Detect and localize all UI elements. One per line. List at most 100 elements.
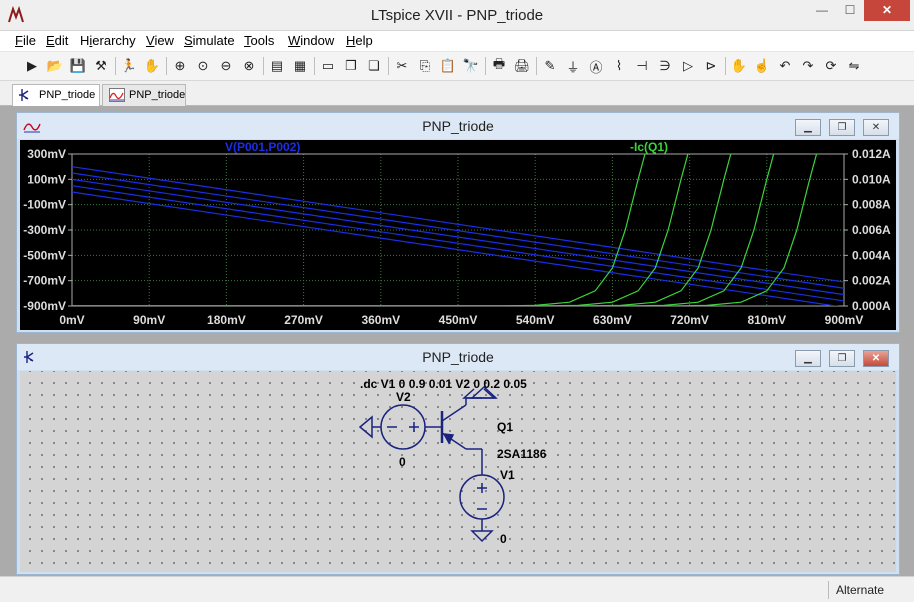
grid-icon[interactable]: ▦ [293, 58, 307, 73]
new-schematic-icon[interactable]: ▶ [27, 58, 37, 73]
copy-icon[interactable]: ⎘ [419, 58, 431, 73]
q1-label[interactable]: Q1 [497, 420, 513, 434]
halt-icon[interactable]: ✋ [143, 58, 161, 73]
status-text: Alternate [835, 583, 884, 597]
menu-help[interactable]: Help [346, 33, 373, 48]
toolbar-separator [485, 57, 486, 75]
mirror-icon[interactable]: ⇋ [848, 58, 860, 73]
right-tick-label: 0.010A [852, 172, 891, 186]
control-panel-icon[interactable]: ⚒ [95, 58, 107, 73]
undo-icon[interactable]: ↶ [779, 58, 791, 73]
menu-tools[interactable]: Tools [244, 33, 275, 48]
voltage-trace [72, 185, 844, 302]
waveform-chart: 0mV 90mV 180mV 270mV 360mV 450mV 540mV 630mV 720… [23, 140, 891, 327]
waveform-window-title-bar[interactable]: PNP_triode ▁ ❐ ✕ [17, 113, 899, 139]
schematic-icon [19, 89, 29, 101]
ground-symbol-collector[interactable] [462, 385, 498, 399]
transistor-q1[interactable] [440, 398, 467, 450]
voltage-trace [72, 166, 844, 283]
left-tick-label: -700mV [23, 274, 66, 288]
run-icon[interactable]: 🏃 [120, 58, 138, 73]
capacitor-icon[interactable]: ⊣ [636, 58, 648, 73]
menu-view[interactable]: View [146, 33, 174, 48]
open-icon[interactable]: 📂 [46, 58, 64, 73]
ltspice-logo-icon [8, 6, 24, 23]
waveform-window: PNP_triode ▁ ❐ ✕ 0mV 90mV 180mV 270mV 360mV 4… [16, 112, 900, 333]
schematic-window-title-bar[interactable]: PNP_triode ▁ ❐ ✕ [17, 344, 899, 370]
x-tick-label: 180mV [207, 313, 246, 327]
schematic-minimize-button[interactable]: ▁ [795, 350, 821, 367]
left-tick-label: -300mV [23, 223, 66, 237]
current-trace [72, 154, 646, 306]
menu-window[interactable]: Window [288, 33, 335, 48]
voltage-source-v2[interactable] [380, 404, 426, 450]
ground-symbol-v2[interactable] [358, 415, 381, 439]
print-setup-icon[interactable]: 🖶 [492, 56, 506, 71]
waveform-restore-button[interactable]: ❐ [829, 119, 855, 136]
x-tick-label: 630mV [593, 313, 632, 327]
zoom-cancel-icon[interactable]: ⊗ [243, 58, 255, 73]
minimize-button[interactable]: — [816, 3, 828, 17]
redo-icon[interactable]: ↷ [802, 58, 814, 73]
toolbar-separator [115, 57, 116, 75]
voltage-source-v1[interactable] [459, 474, 505, 531]
rotate-icon[interactable]: ⟳ [825, 58, 837, 73]
v2-label[interactable]: V2 [396, 390, 411, 404]
v1-label[interactable]: V1 [500, 468, 515, 482]
schematic-restore-button[interactable]: ❐ [829, 350, 855, 367]
status-divider [828, 581, 829, 599]
tab-label: PNP_triode [39, 89, 96, 101]
zoom-in-icon[interactable]: ⊕ [174, 58, 186, 73]
menu-file[interactable]: File [15, 33, 36, 48]
menu-simulate[interactable]: Simulate [184, 33, 235, 48]
zoom-out-icon[interactable]: ⊖ [220, 58, 232, 73]
tile-vertical-icon[interactable]: ❏ [368, 58, 380, 73]
resistor-icon[interactable]: ⌇ [615, 58, 623, 73]
waveform-plot[interactable]: 0mV 90mV 180mV 270mV 360mV 450mV 540mV 630mV 720… [20, 140, 896, 330]
toolbar-separator [314, 57, 315, 75]
move-icon[interactable]: ✋ [730, 58, 748, 73]
right-tick-label: 0.012A [852, 147, 891, 161]
find-icon[interactable]: 🔭 [462, 58, 480, 73]
ground-icon[interactable]: ⏚ [566, 59, 580, 75]
label-net-icon[interactable]: Ⓐ [589, 59, 603, 75]
inductor-icon[interactable]: ∋ [659, 58, 671, 73]
menu-edit[interactable]: Edit [46, 33, 69, 48]
save-icon[interactable]: 💾 [69, 58, 87, 73]
draw-wire-icon[interactable]: ✎ [544, 58, 556, 73]
spice-directive[interactable]: .dc V1 0 0.9 0.01 V2 0 0.2 0.05 [360, 377, 527, 391]
left-tick-label: -900mV [23, 299, 66, 313]
x-tick-label: 720mV [670, 313, 709, 327]
tile-horizontal-icon[interactable]: ▭ [321, 58, 335, 73]
schematic-close-button[interactable]: ✕ [863, 350, 889, 367]
toolbar: ▶ 📂 💾 ⚒ 🏃 ✋ ⊕ ⊙ ⊖ ⊗ ▤ ▦ ▭ ❐ ❏ ✂ ⎘ 📋 🔭 🖶 🖨 ✎ ⏚ Ⓐ ⌇ ⊣ ∋ ▷ ⊳ ✋ ☝ ↶ ↷ ⟳ ⇋ [0, 52, 914, 81]
waveform-close-button[interactable]: ✕ [863, 119, 889, 136]
tab-schematic[interactable]: PNP_triode [12, 84, 100, 107]
diode-icon[interactable]: ▷ [683, 58, 693, 73]
schematic-icon [24, 351, 34, 363]
current-trace [72, 154, 818, 306]
right-tick-label: 0.000A [852, 299, 891, 313]
waveform-minimize-button[interactable]: ▁ [795, 119, 821, 136]
left-tick-label: -500mV [23, 248, 66, 262]
left-tick-label: 300mV [27, 147, 66, 161]
print-icon[interactable]: 🖨 [513, 58, 531, 73]
x-tick-label: 540mV [516, 313, 555, 327]
tab-waveform[interactable]: PNP_triode [102, 84, 186, 106]
cut-icon[interactable]: ✂ [396, 58, 408, 73]
q1-model-label[interactable]: 2SA1186 [497, 447, 547, 461]
menu-hierarchy[interactable]: Hierarchy [80, 33, 136, 48]
close-button[interactable]: ✕ [864, 0, 910, 21]
cascade-icon[interactable]: ❐ [345, 58, 357, 73]
drag-icon[interactable]: ☝ [753, 58, 771, 73]
x-tick-label: 270mV [284, 313, 323, 327]
ground-symbol-v1[interactable] [470, 530, 494, 543]
current-trace [72, 154, 775, 306]
pan-icon[interactable]: ⊙ [197, 58, 209, 73]
schematic-canvas[interactable]: .dc V1 0 0.9 0.01 V2 0 0.2 0.05 [20, 371, 896, 572]
paste-icon[interactable]: 📋 [439, 58, 457, 73]
maximize-button[interactable]: ☐ [844, 3, 856, 17]
component-icon[interactable]: ⊳ [705, 58, 717, 73]
current-trace [72, 154, 732, 306]
autorange-icon[interactable]: ▤ [270, 58, 284, 73]
